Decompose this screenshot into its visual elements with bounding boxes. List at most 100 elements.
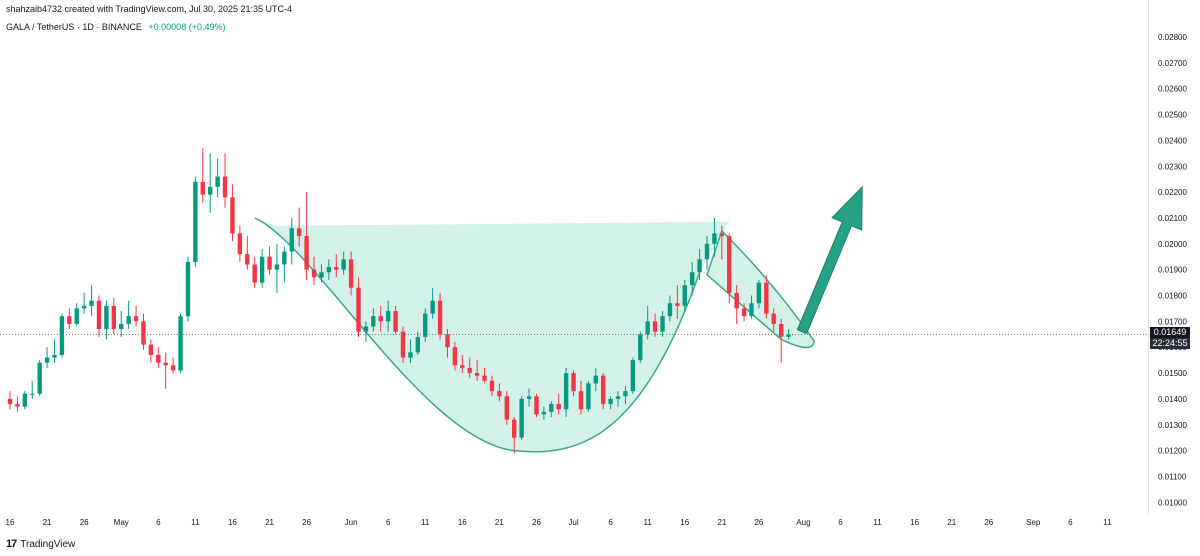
time-tick-label: 26 [302,518,311,527]
candle-body [660,316,665,332]
candle-body [126,316,131,324]
price-change: +0.00008 (+0.49%) [148,22,226,32]
candle-body [44,357,50,363]
candle-body [237,233,243,255]
candle-body [778,323,784,337]
price-tick-label: 0.02600 [1158,85,1187,94]
candle-body [296,228,302,237]
candle-body [304,236,309,270]
time-tick-label: 21 [43,518,52,527]
candle-body [341,259,346,270]
candle-body [741,308,747,317]
candle-body [489,380,495,392]
candle-body [423,313,428,337]
candle-body [67,316,72,324]
time-tick-label: 6 [156,518,161,527]
price-tick-label: 0.01800 [1158,292,1187,301]
price-tick-label: 0.01400 [1158,395,1187,404]
candle-body [460,365,465,368]
time-tick-label: 16 [680,518,689,527]
candle-body [96,300,102,330]
candle-body [348,259,354,288]
candle-body [712,233,717,244]
candle-body [652,321,658,332]
candle-body [282,251,287,265]
candle-body [756,282,762,304]
candle-body [667,303,673,317]
price-axis: 0.01000 0.01100 0.01200 0.01300 0.01400 0.015… [1148,0,1187,514]
candle-body [556,404,561,410]
candle-body [378,316,383,322]
candle-body [704,243,710,260]
time-tick-label: 16 [6,518,15,527]
price-tick-label: 0.02500 [1158,111,1187,120]
candle-body [482,375,487,381]
tradingview-brand: TradingView [20,538,76,550]
tradingview-footer[interactable]: 17 TradingView [6,538,75,550]
candle-body [445,334,450,348]
time-tick-label: 26 [984,518,993,527]
cup-fill [254,217,730,452]
time-axis: 16 21 26 May 6 11 16 21 26 Jun 6 11 16 21 26 Jul 6 11 16 21… [6,518,1113,527]
time-tick-label: Jul [568,518,578,527]
candle-body [170,365,176,371]
candle-body [119,323,124,330]
candle-body [222,176,228,198]
candle-body [786,334,791,337]
price-tick-label: 0.01100 [1158,472,1187,481]
candle-body [141,321,146,345]
candle-body [727,236,732,293]
candle-body [623,391,628,397]
time-tick-label: 26 [532,518,541,527]
time-tick-label: 16 [458,518,467,527]
price-tick-label: 0.01500 [1158,369,1187,378]
candle-body [526,396,532,399]
candle-body [719,233,725,237]
candle-body [734,292,739,309]
candle-body [185,261,191,317]
candle-body [371,316,376,327]
time-tick-label: 11 [644,518,653,527]
candle-body [601,375,606,405]
time-tick-label: 11 [191,518,200,527]
candle-body [608,398,613,405]
candle-body [74,308,79,324]
candle-body [571,373,576,392]
candle-body [7,398,13,405]
price-tick-label: 0.01200 [1158,447,1187,456]
time-tick-label: 16 [228,518,237,527]
candle-body [467,367,472,374]
time-tick-label: Aug [796,518,810,527]
symbol-line: GALA / TetherUS · 1D · BINANCE +0.00008 … [6,22,225,32]
candle-body [534,396,539,415]
candle-body [15,404,20,407]
candle-body [452,347,458,366]
candle-body [615,396,621,399]
candle-body [156,354,161,363]
time-tick-label: 16 [910,518,919,527]
candle-body [437,300,443,335]
candle-body [749,303,754,317]
price-tick-label: 0.02400 [1158,136,1187,145]
candle-body [675,303,680,306]
countdown-tag: 22:24:55 [1150,338,1190,349]
price-tick-label: 0.02700 [1158,59,1187,68]
price-tick-label: 0.01000 [1158,498,1187,507]
time-tick-label: 6 [838,518,843,527]
candle-body [193,181,198,262]
candle-body [289,228,294,252]
candle-body [230,197,235,234]
time-tick-label: 6 [1068,518,1073,527]
candle-body [311,269,317,278]
symbol-name[interactable]: GALA / TetherUS · 1D · BINANCE [6,22,142,32]
candle-body [764,282,769,314]
price-tick-label: 0.02800 [1158,33,1187,42]
candle-body [208,186,213,195]
candle-body [400,331,406,358]
candle-body [356,287,361,332]
time-tick-label: 21 [495,518,504,527]
last-price-tag: 0.01649 [1150,327,1190,338]
candle-body [415,336,421,353]
candle-body [200,181,205,195]
